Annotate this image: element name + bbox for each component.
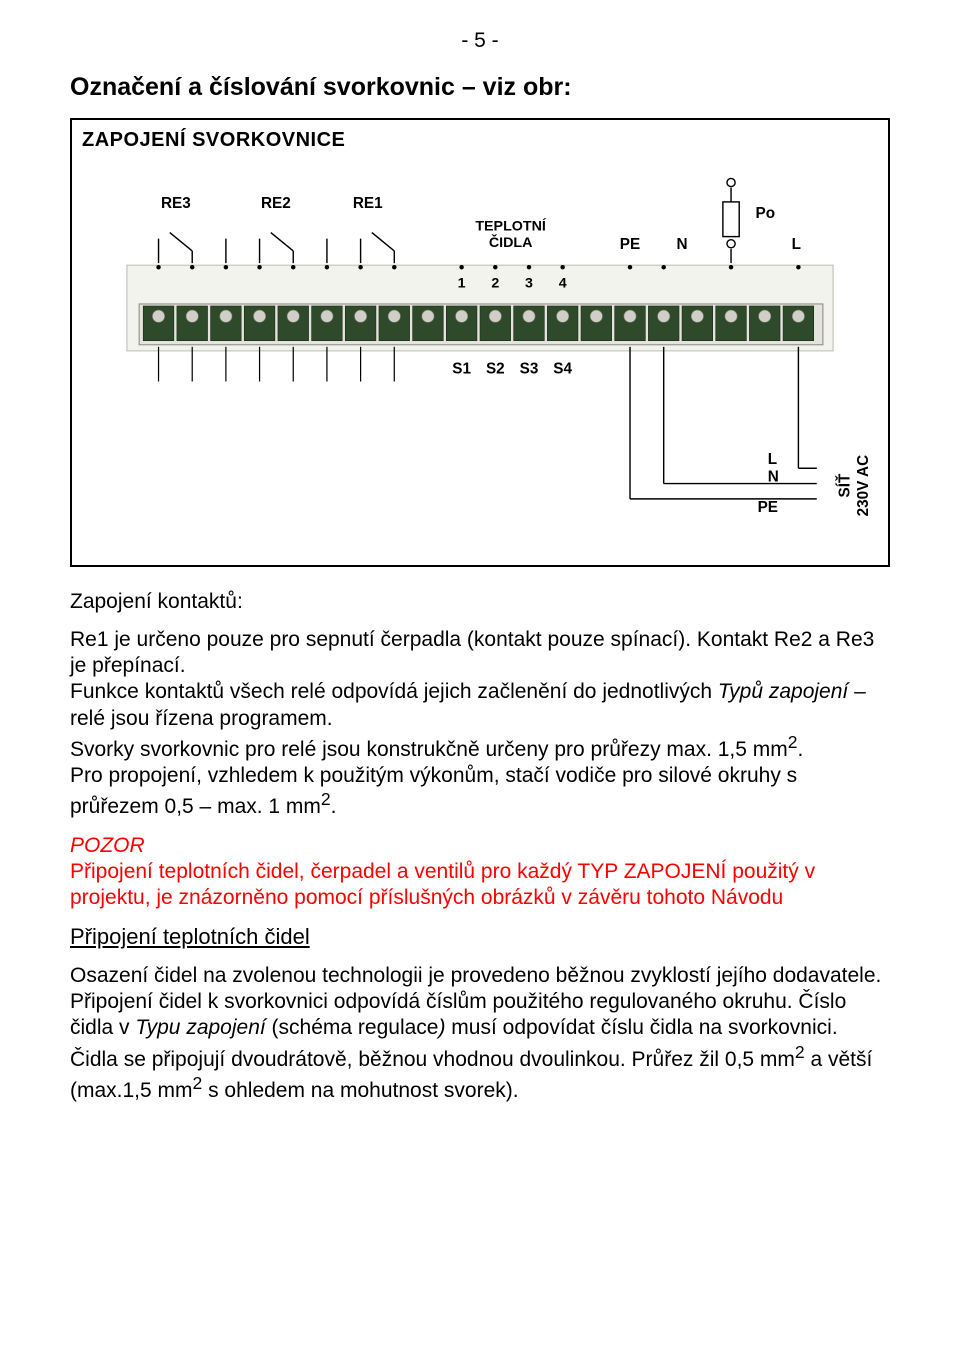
sensor-group-label-1: TEPLOTNÍ <box>475 217 547 234</box>
p3sup: 2 <box>788 732 798 752</box>
page-number: - 5 - <box>70 28 890 54</box>
p8s2: 2 <box>193 1073 203 1093</box>
p2a: Funkce kontaktů všech relé odpovídá jeji… <box>70 680 718 703</box>
svg-text:1: 1 <box>458 275 466 291</box>
sensor-group-label-2: ČIDLA <box>489 232 533 250</box>
p3c: . <box>798 738 804 761</box>
svg-text:S2: S2 <box>486 360 505 377</box>
diagram-svg: RE3 RE2 RE1 TEPLOTNÍ ČIDLA <box>82 157 878 555</box>
paragraph-block-2: Osazení čidel na zvolenou technologii je… <box>70 963 890 1104</box>
p8c: s ohledem na mohutnost svorek). <box>202 1079 518 1102</box>
p3: Svorky svorkovnic pro relé jsou konstruk… <box>70 738 788 761</box>
svg-text:Po: Po <box>756 205 776 222</box>
paragraph-block-pozor: POZOR Připojení teplotních čidel, čerpad… <box>70 833 890 912</box>
page-title: Označení a číslování svorkovnic – viz ob… <box>70 72 890 103</box>
p4sup: 2 <box>321 789 331 809</box>
subhead-pripojeni: Připojení teplotních čidel <box>70 923 890 951</box>
svg-text:L: L <box>768 451 777 468</box>
p7b: (schéma regulace <box>266 1016 439 1039</box>
diagram-title: ZAPOJENÍ SVORKOVNICE <box>82 128 878 153</box>
p8a: Čidla se připojují dvoudrátově, běžnou v… <box>70 1048 795 1071</box>
p7i: Typu zapojení <box>135 1016 265 1039</box>
pozor: POZOR <box>70 834 145 857</box>
svg-text:PE: PE <box>620 235 640 252</box>
svg-text:SÍŤ: SÍŤ <box>835 473 853 497</box>
p1: Re1 je určeno pouze pro sepnutí čerpadla… <box>70 628 874 677</box>
svg-text:4: 4 <box>559 275 567 291</box>
label-re3: RE3 <box>161 195 191 212</box>
p8s: 2 <box>795 1042 805 1062</box>
p4: Pro propojení, vzhledem k použitým výkon… <box>70 764 797 818</box>
label-re1: RE1 <box>353 195 383 212</box>
svg-text:L: L <box>792 235 801 252</box>
paragraph-block-1: Re1 je určeno pouze pro sepnutí čerpadla… <box>70 627 890 821</box>
p7d: musí odpovídat číslu čidla na svorkovnic… <box>445 1016 837 1039</box>
svg-text:S4: S4 <box>553 360 572 377</box>
label-re2: RE2 <box>261 195 291 212</box>
svg-text:230V AC: 230V AC <box>855 454 872 516</box>
p6: Osazení čidel na zvolenou technologii je… <box>70 964 881 987</box>
svg-text:3: 3 <box>525 275 533 291</box>
subhead-zapojeni: Zapojení kontaktů: <box>70 589 890 615</box>
svg-text:S1: S1 <box>452 360 471 377</box>
svg-text:S3: S3 <box>520 360 539 377</box>
p4c: . <box>331 795 337 818</box>
p2i: Typů zapojení <box>718 680 848 703</box>
svg-text:N: N <box>677 235 688 252</box>
svg-text:2: 2 <box>491 275 499 291</box>
wiring-diagram: ZAPOJENÍ SVORKOVNICE <box>70 118 890 567</box>
p5: Připojení teplotních čidel, čerpadel a v… <box>70 860 815 909</box>
svg-text:N: N <box>768 468 779 485</box>
svg-text:PE: PE <box>758 499 778 516</box>
